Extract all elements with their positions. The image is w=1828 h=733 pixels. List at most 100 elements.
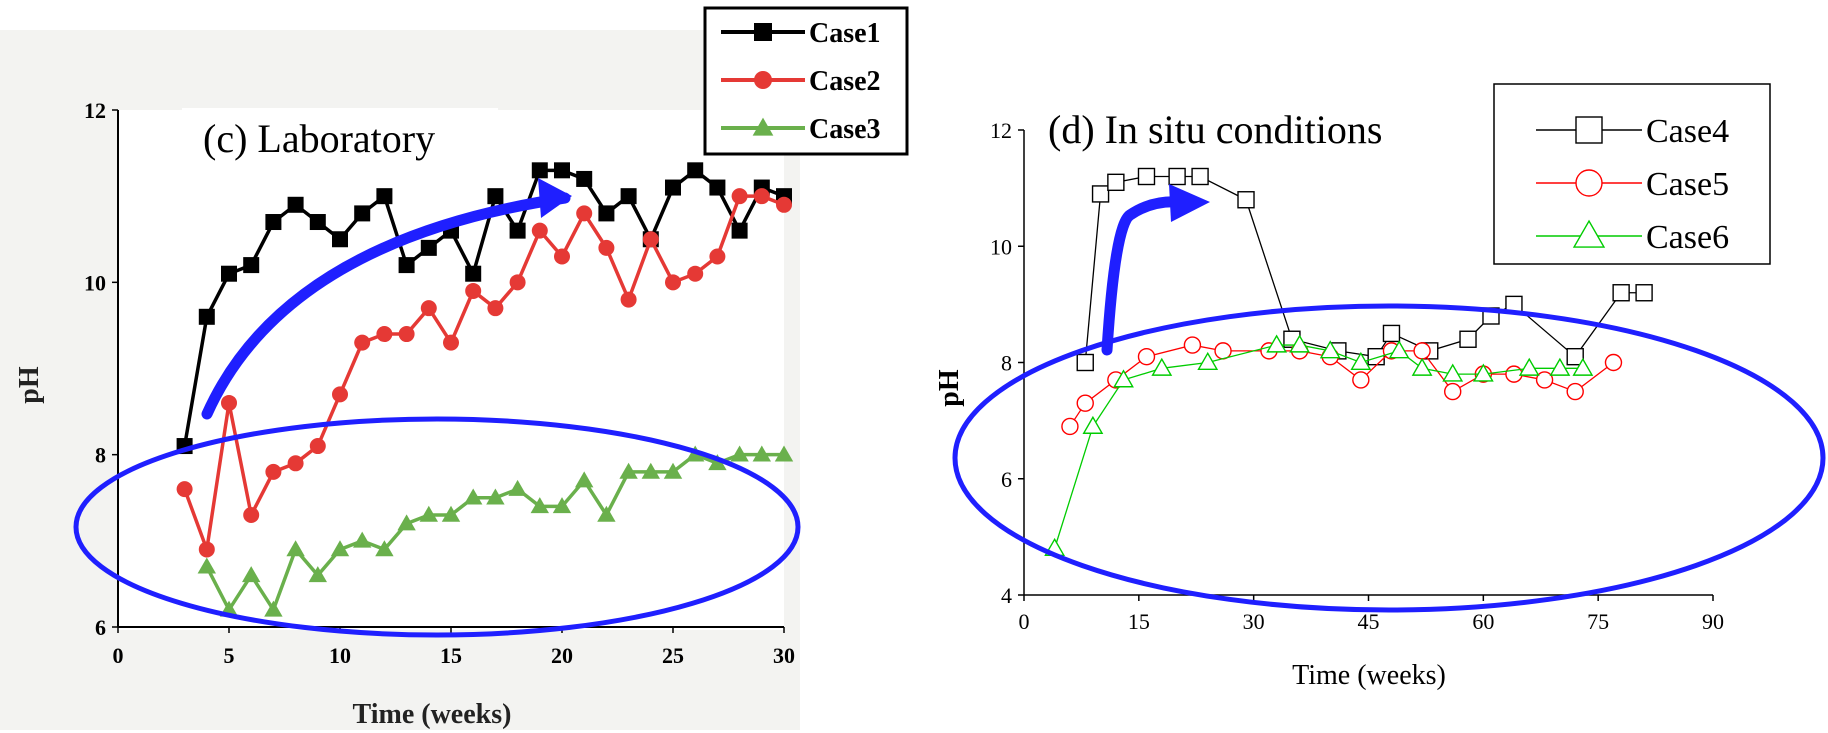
data-point-Case3 — [242, 566, 261, 583]
x-tick-label: 60 — [1472, 609, 1494, 634]
data-point-Case5 — [1214, 342, 1232, 360]
data-point-Case6 — [1350, 351, 1372, 370]
data-point-Case2 — [176, 481, 193, 498]
data-point-Case5 — [1505, 365, 1523, 383]
data-point-Case3 — [286, 540, 305, 557]
x-tick-label: 30 — [1243, 609, 1265, 634]
x-tick-label: 45 — [1358, 609, 1380, 634]
data-point-Case3 — [752, 445, 771, 462]
data-point-Case4 — [1566, 347, 1584, 366]
data-point-Case1 — [531, 162, 548, 179]
data-point-Case5 — [1137, 347, 1156, 366]
data-point-Case3 — [397, 514, 416, 531]
data-point-Case6 — [1082, 415, 1104, 434]
data-point-Case4 — [1137, 167, 1156, 186]
x-tick-label: 25 — [662, 643, 684, 668]
data-point-Case4 — [1612, 284, 1630, 302]
panel-d-series — [1044, 167, 1653, 556]
data-point-Case1 — [509, 222, 526, 239]
data-point-Case2 — [309, 438, 326, 455]
x-tick-label: 75 — [1587, 609, 1609, 634]
data-point-Case5 — [1352, 371, 1370, 389]
panel-c-x-label: Time (weeks) — [353, 699, 512, 730]
panel-d-trend-arrow — [1101, 196, 1186, 356]
y-tick-label: 10 — [990, 234, 1012, 259]
data-point-Case1 — [265, 214, 282, 231]
data-point-Case1 — [354, 205, 371, 222]
x-tick-label: 90 — [1702, 609, 1724, 634]
data-point-Case4 — [1076, 353, 1094, 372]
data-point-Case1 — [376, 188, 393, 205]
panel-d-y-label: pH — [934, 369, 965, 407]
data-point-Case2 — [465, 282, 482, 299]
panel-d-annotations — [952, 184, 1826, 613]
data-point-Case3 — [619, 462, 638, 479]
panel-d-ticks: 0 15 30 45 60 75 90 4 6 8 10 12 — [990, 118, 1724, 634]
legend-marker-Case1 — [754, 23, 772, 41]
data-point-Case5 — [1535, 371, 1554, 389]
data-point-Case2 — [554, 248, 570, 265]
panel-c-annotations — [73, 178, 801, 638]
data-point-Case6 — [1518, 357, 1540, 376]
data-point-Case2 — [420, 300, 437, 317]
data-point-Case3 — [774, 445, 794, 462]
data-point-Case1 — [198, 308, 215, 325]
data-point-Case6 — [1289, 334, 1311, 353]
panel-c-title: (c) Laboratory — [203, 116, 435, 161]
data-point-Case2 — [443, 334, 459, 351]
data-point-Case3 — [308, 566, 327, 583]
data-point-Case2 — [198, 541, 215, 558]
x-tick-label: 30 — [773, 643, 795, 668]
data-point-Case3 — [353, 531, 372, 548]
data-point-Case5 — [1566, 382, 1584, 401]
data-point-Case6 — [1151, 357, 1173, 376]
data-point-Case4 — [1459, 330, 1477, 348]
data-point-Case3 — [264, 600, 283, 617]
panel-c-plot-area — [118, 110, 784, 630]
data-point-Case2 — [398, 326, 415, 343]
panel-d-x-label: Time (weeks) — [1292, 660, 1446, 691]
data-point-Case3 — [508, 479, 527, 496]
data-point-Case6 — [1549, 357, 1571, 376]
data-point-Case1 — [398, 257, 415, 274]
data-point-Case5 — [1413, 342, 1431, 360]
data-point-Case1 — [243, 257, 260, 274]
data-point-Case2 — [376, 326, 393, 343]
data-point-Case5 — [1061, 417, 1079, 436]
panel-c-legend: Case1 Case2 Case3 — [703, 6, 909, 156]
data-point-Case3 — [197, 557, 216, 574]
panel-d-legend: Case4 Case5 Case6 — [1493, 83, 1771, 265]
data-point-Case1 — [332, 231, 348, 248]
data-point-Case1 — [620, 188, 637, 205]
data-point-Case3 — [641, 462, 660, 479]
data-point-Case5 — [1076, 394, 1094, 412]
y-tick-label: 4 — [1001, 583, 1012, 608]
data-point-Case2 — [709, 248, 726, 265]
legend-marker-Case3 — [752, 117, 774, 136]
legend-label-Case1: Case1 — [809, 18, 881, 49]
x-tick-label: 0 — [1019, 609, 1030, 634]
legend-label-Case3: Case3 — [809, 114, 881, 145]
data-point-Case2 — [753, 188, 770, 205]
legend-label-Case4: Case4 — [1646, 113, 1729, 150]
panel-c-highlight-ellipse — [73, 416, 801, 638]
legend-marker-Case4 — [1575, 116, 1603, 144]
panel-c-trend-arrow — [201, 192, 571, 420]
data-point-Case6 — [1319, 340, 1341, 359]
data-point-Case3 — [597, 505, 616, 522]
panel-d-title: (d) In situ conditions — [1048, 107, 1382, 152]
data-point-Case3 — [663, 462, 683, 479]
y-tick-label: 12 — [990, 118, 1012, 143]
data-point-Case1 — [465, 265, 482, 282]
legend-label-Case2: Case2 — [809, 66, 881, 97]
data-point-Case6 — [1442, 363, 1464, 382]
data-point-Case1 — [576, 170, 593, 187]
data-point-Case2 — [687, 265, 704, 282]
data-point-Case1 — [221, 265, 237, 282]
data-point-Case6 — [1388, 340, 1410, 359]
data-point-Case2 — [776, 196, 792, 213]
data-point-Case4 — [1107, 173, 1125, 192]
data-point-Case2 — [642, 231, 659, 248]
data-point-Case2 — [620, 291, 637, 308]
data-point-Case3 — [419, 505, 438, 522]
